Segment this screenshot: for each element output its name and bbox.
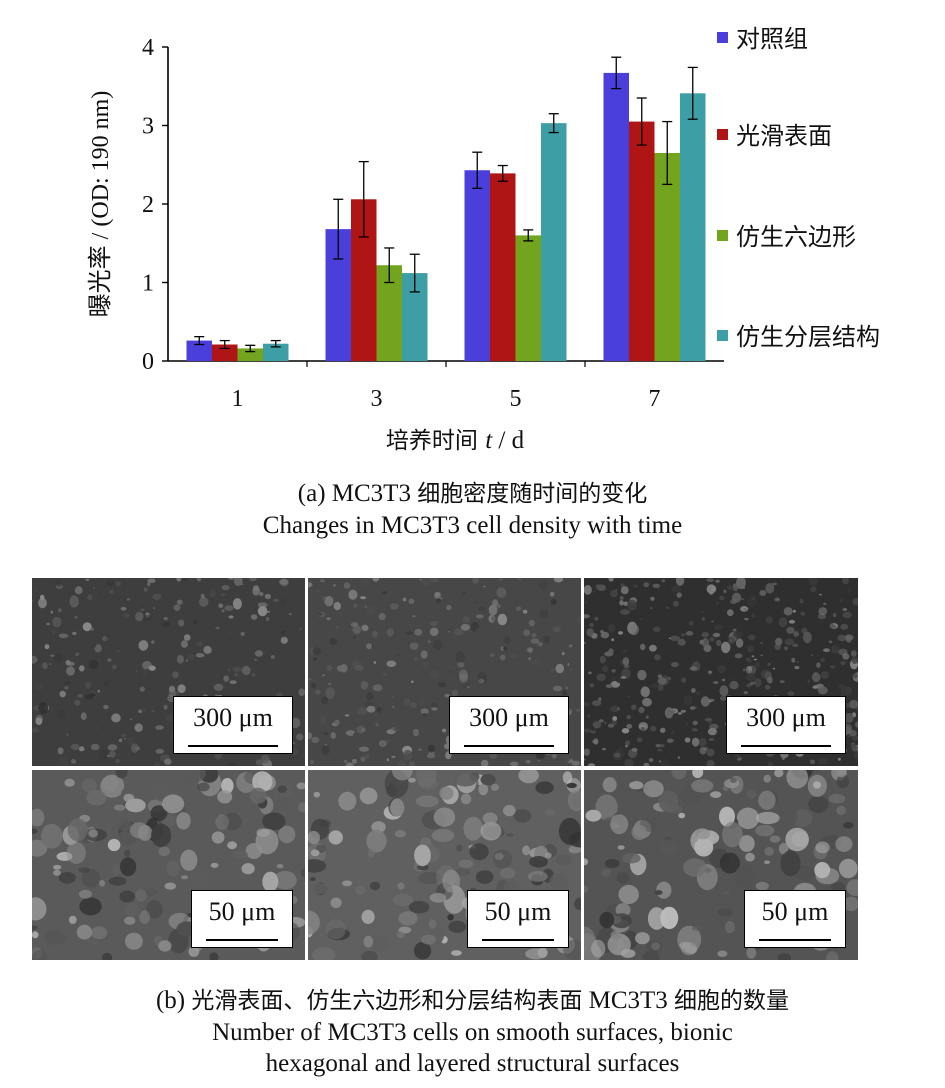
caption-b-prefix: (b) [155,987,192,1014]
caption-b-cjk1: 光滑表面、仿生六边形和分层结构表面 [191,988,583,1014]
scale-bar-line [741,745,831,747]
caption-a: (a) MC3T3 细胞密度随时间的变化 Changes in MC3T3 ce… [0,478,945,541]
scale-bar-label: 50 μm [761,897,829,926]
y-tick-label: 4 [142,35,154,61]
bar [490,173,516,361]
caption-b-line1: (b) 光滑表面、仿生六边形和分层结构表面 MC3T3 细胞的数量 [0,985,945,1017]
caption-a-prefix: (a) MC3T3 [297,480,418,507]
scale-bar-label: 50 μm [484,897,552,926]
bar [680,93,706,361]
bar [237,348,263,361]
micrograph-grid: 300 μm 300 μm 300 μm 50 μm 50 μm 50 μm [32,578,858,960]
scale-bar-line [188,745,278,747]
scale-bar: 50 μm [467,890,569,948]
bar [654,152,680,361]
bar [603,72,629,361]
y-tick-label: 1 [142,271,154,297]
micrograph-layered-300: 300 μm [584,578,858,766]
x-axis-label-unit: / d [492,427,524,454]
legend-swatch [717,230,728,241]
scale-bar-line [759,939,831,941]
bar [464,170,490,361]
x-axis-label-text: 培养时间 [386,428,485,454]
caption-b-cjk2: 细胞的数量 [674,988,790,1014]
caption-a-english: Changes in MC3T3 cell density with time [262,512,683,539]
y-tick-label: 2 [142,192,154,218]
scale-bar: 300 μm [726,696,846,754]
bar [186,340,212,361]
caption-a-line1: (a) MC3T3 细胞密度随时间的变化 [0,478,945,510]
legend-swatch [717,129,728,140]
legend-swatch [717,32,728,43]
legend-swatch [717,330,728,341]
scale-bar-line [482,939,554,941]
caption-b: (b) 光滑表面、仿生六边形和分层结构表面 MC3T3 细胞的数量 Number… [0,985,945,1079]
scale-bar-line [464,745,554,747]
micrograph-smooth-50: 50 μm [32,770,305,960]
bar [629,121,655,361]
chart-bars [186,56,706,362]
y-tick-label: 0 [142,349,154,375]
scale-bar-label: 50 μm [208,897,276,926]
x-axis-label-var: t [485,427,493,454]
legend-label: 仿生分层结构 [736,323,880,351]
y-axis-label: 曝光率 / (OD: 190 nm) [87,91,114,318]
caption-b-mid: MC3T3 [582,987,675,1014]
legend-label: 光滑表面 [736,122,832,150]
caption-b-english-1: Number of MC3T3 cells on smooth surfaces… [212,1019,733,1046]
caption-b-english-2: hexagonal and layered structural surface… [265,1050,680,1077]
scale-bar: 50 μm [744,890,846,948]
bar [212,344,238,361]
micrograph-hexagonal-300: 300 μm [308,578,581,766]
scale-bar: 300 μm [173,696,293,754]
caption-a-cjk: 细胞密度随时间的变化 [417,481,648,507]
x-axis-label: 培养时间 t / d [386,427,525,454]
scale-bar: 300 μm [449,696,569,754]
scale-bar: 50 μm [191,890,293,948]
bar [263,343,289,361]
scale-bar-label: 300 μm [193,703,273,732]
legend-label: 对照组 [736,25,808,53]
micrograph-hexagonal-50: 50 μm [308,770,581,960]
micrograph-smooth-300: 300 μm [32,578,305,766]
scale-bar-line [206,939,278,941]
micrograph-layered-50: 50 μm [584,770,858,960]
scale-bar-label: 300 μm [469,703,549,732]
x-tick-label: 7 [649,386,661,412]
x-tick-label: 5 [510,386,522,412]
bar [541,123,567,362]
bar [515,235,541,361]
legend-label: 仿生六边形 [736,223,856,251]
x-tick-label: 3 [371,386,383,412]
y-tick-label: 3 [142,114,154,140]
scale-bar-label: 300 μm [746,703,826,732]
x-tick-label: 1 [232,386,244,412]
